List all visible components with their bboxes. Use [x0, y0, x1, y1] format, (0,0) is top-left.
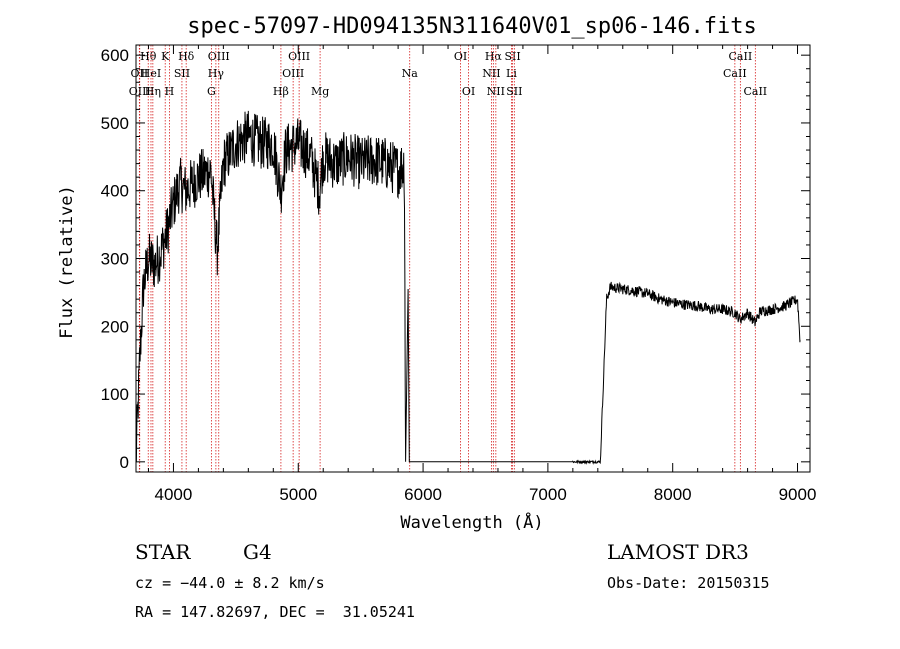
y-tick-label: 400	[101, 182, 129, 201]
emission-line-label: Hδ	[178, 50, 195, 63]
y-tick-label: 300	[101, 250, 129, 269]
emission-line-label: OIII	[288, 50, 310, 63]
x-tick-label: 4000	[155, 485, 193, 504]
y-tick-label: 600	[101, 46, 129, 65]
plot-frame	[135, 44, 811, 473]
redshift-cz: cz = −44.0 ± 8.2 km/s	[135, 574, 325, 592]
y-tick-label: 200	[101, 317, 129, 336]
emission-line-label: SII	[504, 50, 520, 63]
emission-line-label: Hθ	[140, 50, 157, 63]
survey-name: LAMOST DR3	[607, 540, 749, 564]
emission-line-label: H	[165, 85, 175, 98]
x-tick-label: 8000	[654, 485, 692, 504]
emission-line-label: SII	[506, 85, 522, 98]
emission-line-label: SII	[174, 67, 190, 80]
emission-line-label: K	[161, 50, 170, 63]
emission-line-label: Hα	[485, 50, 503, 63]
object-class: STAR	[135, 540, 191, 564]
sky-coordinates: RA = 147.82697, DEC = 31.05241	[135, 603, 415, 621]
object-subclass: G4	[243, 540, 272, 564]
x-axis-label: Wavelength (Å)	[400, 511, 543, 533]
x-tick-label: 9000	[779, 485, 817, 504]
emission-line-label: G	[207, 85, 216, 98]
emission-line-label: CaII	[729, 50, 753, 63]
x-tick-label: 7000	[529, 485, 567, 504]
y-axis-label: Flux (relative)	[57, 185, 77, 339]
emission-line-label: Hβ	[273, 85, 289, 98]
y-tick-label: 500	[101, 114, 129, 133]
observation-date: Obs-Date: 20150315	[607, 574, 770, 592]
emission-line-label: OIII	[282, 67, 304, 80]
emission-line-label: CaII	[723, 67, 747, 80]
axis-ticks: 4000 5000 6000 7000 8000 9000 0 100 200 300 400 500…	[101, 45, 817, 504]
emission-line-label: NII	[482, 67, 500, 80]
spectrum-line	[135, 110, 801, 465]
emission-line-label: NII	[487, 85, 505, 98]
emission-line-label: Hγ	[208, 67, 225, 80]
chart-title: spec-57097-HD094135N311640V01_sp06-146.f…	[187, 14, 757, 39]
emission-line-label: CaII	[743, 85, 767, 98]
emission-line-label: Mg	[311, 85, 329, 98]
emission-line-label: OI	[454, 50, 467, 63]
emission-line-label: HeI	[141, 67, 161, 80]
x-tick-label: 6000	[404, 485, 442, 504]
emission-line-label: Hη	[145, 85, 161, 98]
emission-line-label: OIII	[208, 50, 230, 63]
x-tick-label: 5000	[279, 485, 317, 504]
y-tick-label: 100	[101, 385, 129, 404]
emission-line-label: Li	[506, 67, 517, 80]
emission-line-label: Na	[402, 67, 419, 80]
emission-line-label: OI	[462, 85, 475, 98]
y-tick-label: 0	[120, 453, 129, 472]
emission-line-label: OIII	[129, 85, 151, 98]
